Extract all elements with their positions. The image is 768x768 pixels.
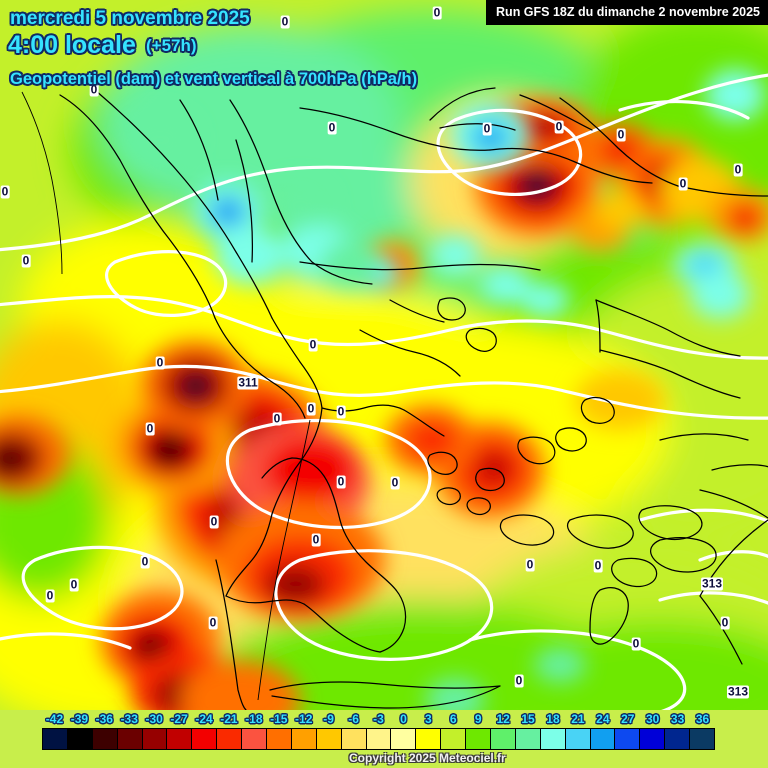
tick-label--9: -9 [323,712,334,726]
contour-label: 0 [280,14,290,29]
contour-label: 0 [272,411,282,426]
contour-label: 313 [700,576,724,591]
contour-label: 0 [311,532,321,547]
contour-label: 0 [155,355,165,370]
contour-label: 0 [733,162,743,177]
color-swatch-17 [466,729,492,749]
color-swatch-23 [615,729,641,749]
contour-label: 0 [69,577,79,592]
map-raster [0,0,768,710]
color-swatch-14 [391,729,417,749]
contour-label: 0 [145,421,155,436]
color-swatch-6 [192,729,218,749]
contour-label: 0 [482,121,492,136]
color-swatch-22 [590,729,616,749]
color-swatch-21 [565,729,591,749]
color-swatch-2 [92,729,118,749]
color-swatch-18 [491,729,516,749]
tick-label-9: 9 [474,712,482,726]
tick-label--3: -3 [373,712,384,726]
tick-label-0: 0 [400,712,407,726]
contour-label: 0 [327,120,337,135]
tick-label-15: 15 [521,712,535,726]
color-swatch-12 [341,729,367,749]
contour-label: 0 [631,636,641,651]
contour-label: 0 [432,5,442,20]
contour-label: 0 [593,558,603,573]
parameter-label: Geopotentiel (dam) et vent vertical à 70… [10,70,418,88]
tick-label--21: -21 [220,712,238,726]
color-swatch-13 [366,729,392,749]
contour-label: 0 [21,253,31,268]
tick-label--30: -30 [145,712,163,726]
tick-label-3: 3 [425,712,432,726]
tick-label-33: 33 [670,712,685,726]
tick-label--24: -24 [195,712,213,726]
model-run-label: Run GFS 18Z du dimanche 2 novembre 2025 [496,5,760,19]
contour-label: 313 [726,684,750,699]
tick-label--18: -18 [245,712,263,726]
color-swatch-9 [267,729,292,749]
color-scale-bar[interactable] [42,728,715,750]
color-swatch-5 [167,729,193,749]
forecast-map[interactable]: 0 0 0 0 0 0 0 0 0 0 0 0 311 0 0 0 0 0 0 0 0 0 0 0 0 0 0 0 0 0 313 313 0 [0,0,768,710]
tick-label-30: 30 [645,712,660,726]
contour-label: 0 [0,184,10,199]
tick-label-36: 36 [695,712,710,726]
color-swatch-0 [43,729,68,749]
contour-label: 0 [678,176,688,191]
contour-label: 0 [308,337,318,352]
model-run-banner: Run GFS 18Z du dimanche 2 novembre 2025 [486,0,768,25]
contour-label: 0 [336,474,346,489]
tick-label--39: -39 [70,712,89,726]
tick-label--6: -6 [348,712,359,726]
contour-label: 0 [514,673,524,688]
color-scale-ticks: -42 -39 -36 -33 -30 -27 -24 -21 -18 -15 -12 -9 -6 -3 0… [42,712,715,728]
copyright-label: Copyright 2025 Meteociel.fr [349,751,506,765]
contour-label: 0 [390,475,400,490]
contour-label: 0 [209,514,219,529]
tick-label-12: 12 [496,712,510,726]
contour-label: 0 [45,588,55,603]
color-swatch-24 [640,729,666,749]
contour-label: 0 [720,615,730,630]
forecast-offset-label: (+57h) [146,36,197,55]
color-swatch-11 [316,729,342,749]
contour-label: 0 [525,557,535,572]
tick-label-24: 24 [596,712,610,726]
tick-label--33: -33 [120,712,138,726]
tick-label--27: -27 [170,712,188,726]
color-swatch-8 [242,729,268,749]
contour-label: 0 [89,82,99,97]
tick-label-27: 27 [621,712,635,726]
color-swatch-25 [665,729,691,749]
contour-label: 0 [306,401,316,416]
color-swatch-3 [117,729,143,749]
color-swatch-1 [67,729,93,749]
tick-label--15: -15 [270,712,288,726]
color-swatch-19 [515,729,541,749]
color-swatch-20 [540,729,566,749]
forecast-time-label: 4:00 locale [8,31,136,59]
tick-label-21: 21 [571,712,585,726]
tick-label-18: 18 [546,712,560,726]
forecast-date-label: mercredi 5 novembre 2025 [10,8,250,29]
contour-label: 0 [208,615,218,630]
tick-label--12: -12 [295,712,313,726]
tick-label--36: -36 [95,712,113,726]
tick-label-6: 6 [449,712,457,726]
color-swatch-16 [441,729,467,749]
contour-label: 0 [140,554,150,569]
color-swatch-15 [416,729,442,749]
color-swatch-10 [291,729,317,749]
color-swatch-7 [217,729,243,749]
contour-label: 0 [616,127,626,142]
contour-label: 0 [554,119,564,134]
color-swatch-4 [142,729,168,749]
color-swatch-26 [690,729,715,749]
contour-label: 0 [336,404,346,419]
contour-label: 311 [237,375,259,390]
tick-label--42: -42 [45,712,64,726]
